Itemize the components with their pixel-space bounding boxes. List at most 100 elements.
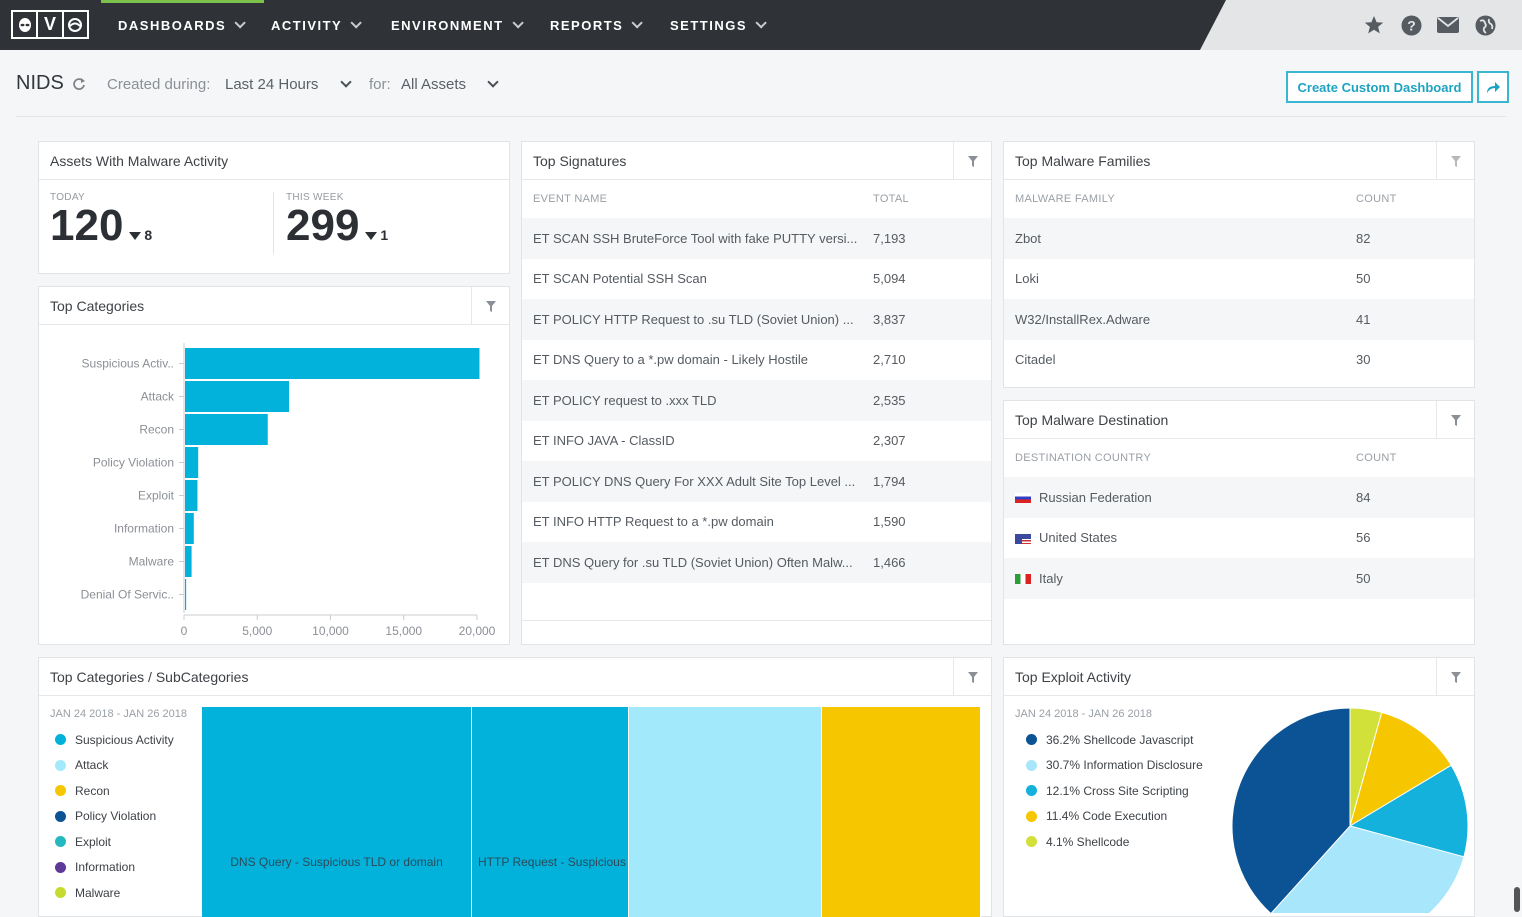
filter-button[interactable]	[953, 142, 991, 180]
help-icon[interactable]: ?	[1400, 14, 1422, 36]
legend-item[interactable]: 30.7% Information Disclosure	[1026, 753, 1203, 779]
table-row[interactable]: ET POLICY request to .xxx TLD 2,535	[522, 380, 991, 421]
treemap-label: DNS Query - Suspicious TLD or domain	[230, 855, 443, 869]
row-name: W32/InstallRex.Adware	[1015, 311, 1151, 327]
treemap-block[interactable]: HTTP Request - Suspicious	[472, 707, 629, 917]
row-value: 1,590	[873, 514, 906, 530]
legend-label: 30.7% Information Disclosure	[1046, 758, 1203, 773]
table-row[interactable]: Italy 50	[1004, 558, 1474, 599]
table-header: MALWARE FAMILY COUNT	[1004, 180, 1474, 218]
kpi-week: THIS WEEK 299 1	[286, 192, 388, 251]
nav-label: ACTIVITY	[271, 17, 343, 33]
column-malware-family[interactable]: MALWARE FAMILY	[1015, 193, 1115, 205]
panel-title: Top Categories	[39, 287, 509, 325]
panel-title-text: Top Exploit Activity	[1015, 668, 1131, 685]
panel-title-text: Top Signatures	[533, 152, 627, 169]
row-name: Loki	[1015, 271, 1039, 287]
table-row[interactable]: ET INFO JAVA - ClassID 2,307	[522, 421, 991, 462]
table-row[interactable]: ET DNS Query for .su TLD (Soviet Union) …	[522, 542, 991, 583]
y-tick-label: Exploit	[138, 489, 175, 503]
column-destination-country[interactable]: DESTINATION COUNTRY	[1015, 452, 1152, 464]
legend-item[interactable]: Information	[55, 855, 174, 881]
table-row[interactable]: W32/InstallRex.Adware 41	[1004, 299, 1474, 340]
table-row[interactable]: ET POLICY DNS Query For XXX Adult Site T…	[522, 461, 991, 502]
time-range-select[interactable]: Last 24 Hours	[225, 76, 319, 93]
nav-settings[interactable]: SETTINGS	[670, 0, 767, 50]
table-row[interactable]: Russian Federation 84	[1004, 477, 1474, 518]
filter-button[interactable]	[1436, 142, 1474, 180]
page-scrollbar[interactable]	[1514, 887, 1520, 912]
table-row[interactable]: Loki 50	[1004, 259, 1474, 300]
table-row[interactable]: ET SCAN Potential SSH Scan 5,094	[522, 259, 991, 300]
bar[interactable]	[185, 480, 198, 511]
legend-item[interactable]: Recon	[55, 778, 174, 804]
nav-label: REPORTS	[550, 17, 624, 33]
filter-button[interactable]	[953, 658, 991, 696]
chevron-down-icon[interactable]	[487, 76, 499, 88]
row-value: 82	[1356, 230, 1371, 246]
row-name: Zbot	[1015, 230, 1042, 246]
asset-group-select[interactable]: All Assets	[401, 76, 467, 93]
table-row[interactable]: ET DNS Query to a *.pw domain - Likely H…	[522, 340, 991, 381]
legend-item[interactable]: 12.1% Cross Site Scripting	[1026, 778, 1203, 804]
bar[interactable]	[185, 447, 199, 478]
create-custom-dashboard-button[interactable]: Create Custom Dashboard	[1286, 71, 1473, 103]
column-count[interactable]: COUNT	[1356, 452, 1397, 464]
pie-slice[interactable]	[1231, 707, 1351, 913]
legend-dot	[55, 785, 66, 797]
legend-item[interactable]: Policy Violation	[55, 804, 174, 830]
filter-button[interactable]	[471, 287, 509, 325]
table-row[interactable]: ET SCAN SSH BruteForce Tool with fake PU…	[522, 218, 991, 259]
row-value: 1,466	[873, 554, 906, 570]
treemap-block[interactable]: DNS Query - Suspicious TLD or domain	[202, 707, 472, 917]
row-name-cell: Italy	[1015, 571, 1356, 586]
pie-slice[interactable]	[1270, 825, 1465, 913]
legend-item[interactable]: 36.2% Shellcode Javascript	[1026, 727, 1203, 753]
share-button[interactable]	[1477, 71, 1509, 103]
legend-item[interactable]: 11.4% Code Execution	[1026, 804, 1203, 830]
kpi-value: 299	[286, 201, 360, 250]
bar[interactable]	[185, 414, 268, 445]
panel-title: Top Categories / SubCategories	[39, 658, 991, 696]
table-row[interactable]: ET POLICY HTTP Request to .su TLD (Sovie…	[522, 299, 991, 340]
treemap-block[interactable]	[629, 707, 822, 917]
table-row[interactable]: ET INFO HTTP Request to a *.pw domain 1,5…	[522, 502, 991, 543]
legend-item[interactable]: Malware	[55, 880, 174, 906]
table-row[interactable]: United States 56	[1004, 518, 1474, 559]
nav-reports[interactable]: REPORTS	[550, 0, 644, 50]
app-logo[interactable]: V	[11, 10, 89, 39]
bar[interactable]	[185, 579, 187, 610]
star-icon[interactable]	[1363, 14, 1385, 36]
pie-slice[interactable]	[1349, 711, 1452, 828]
treemap-block[interactable]	[822, 707, 981, 917]
bar[interactable]	[185, 513, 194, 544]
nav-activity[interactable]: ACTIVITY	[271, 0, 363, 50]
legend-item[interactable]: Suspicious Activity	[55, 727, 174, 753]
bar[interactable]	[185, 546, 192, 577]
filter-button[interactable]	[1436, 401, 1474, 439]
refresh-icon[interactable]	[72, 77, 86, 95]
column-count[interactable]: COUNT	[1356, 193, 1397, 205]
filter-button[interactable]	[1436, 658, 1474, 696]
nav-dashboards[interactable]: DASHBOARDS	[100, 0, 265, 50]
table-header: DESTINATION COUNTRY COUNT	[1004, 439, 1474, 477]
globe-icon[interactable]	[1474, 14, 1496, 36]
chevron-down-icon[interactable]	[340, 76, 352, 88]
bar[interactable]	[185, 348, 480, 379]
nav-environment[interactable]: ENVIRONMENT	[391, 0, 524, 50]
row-name-cell: Citadel	[1015, 352, 1356, 367]
mail-icon[interactable]	[1437, 14, 1459, 36]
legend-item[interactable]: 4.1% Shellcode	[1026, 829, 1203, 855]
column-total[interactable]: TOTAL	[873, 193, 909, 205]
table-row[interactable]: Citadel 30	[1004, 340, 1474, 381]
column-event-name[interactable]: EVENT NAME	[533, 193, 608, 205]
legend-item[interactable]: Attack	[55, 753, 174, 779]
table-row[interactable]: Zbot 82	[1004, 218, 1474, 259]
panel-title: Top Exploit Activity	[1004, 658, 1474, 696]
legend-label: 11.4% Code Execution	[1046, 809, 1168, 824]
logo-eye-icon	[64, 12, 87, 37]
row-value: 7,193	[873, 230, 906, 246]
bar[interactable]	[185, 381, 290, 412]
legend-item[interactable]: Exploit	[55, 829, 174, 855]
row-value: 2,307	[873, 433, 906, 449]
